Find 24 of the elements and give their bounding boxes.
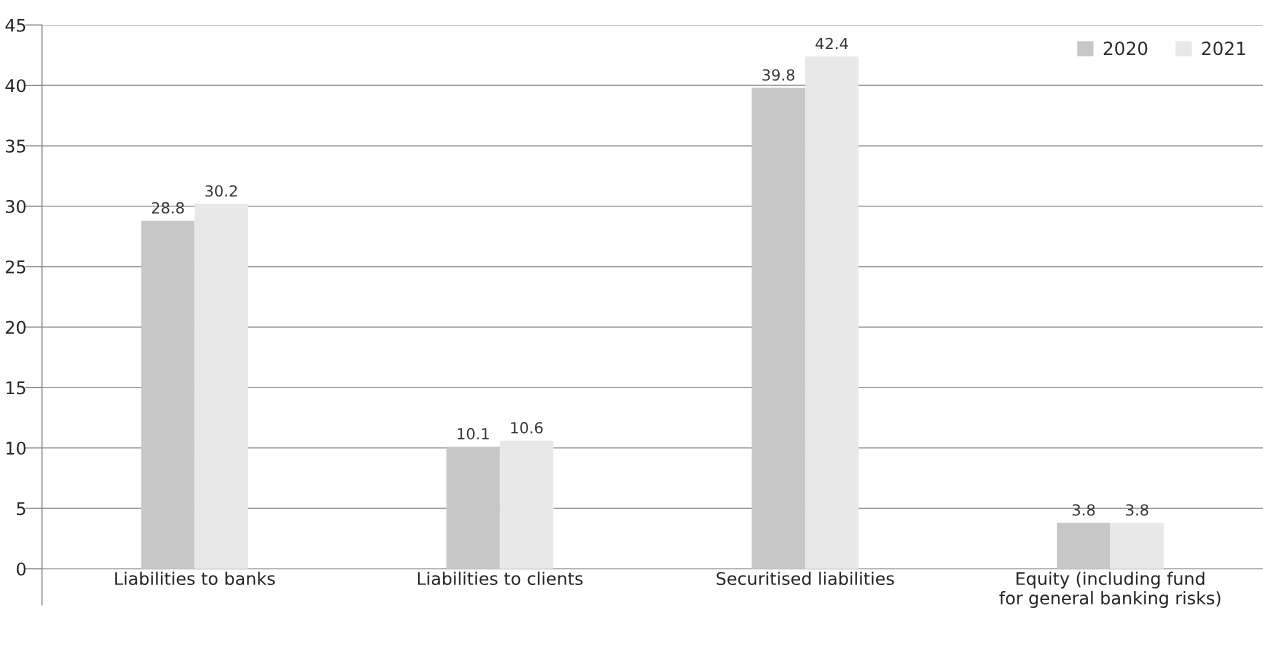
y-tick-label: 40 <box>5 79 26 93</box>
y-tick-label: 25 <box>5 260 26 274</box>
y-tick-label: 35 <box>5 139 26 153</box>
data-label: 42.4 <box>815 37 848 50</box>
y-tick-label: 30 <box>5 199 26 214</box>
y-tick-label: 0 <box>16 562 26 576</box>
x-tick-label: Securitised liabilities <box>716 571 894 586</box>
data-label: 39.8 <box>762 69 795 81</box>
y-tick-label: 10 <box>6 441 26 455</box>
data-label: 10.6 <box>511 421 543 434</box>
y-tick-label: 20 <box>5 320 26 334</box>
data-label: 10.1 <box>457 428 489 440</box>
data-label: 28.8 <box>152 202 184 214</box>
legend-label: 2021 <box>1202 41 1246 56</box>
y-tick-label: 5 <box>17 502 26 516</box>
data-label: 3.8 <box>1072 504 1095 516</box>
y-tick-label: 15 <box>6 381 26 395</box>
x-tick-label: Liabilities to banks <box>115 571 275 586</box>
y-tick-label: 45 <box>5 18 26 32</box>
data-label: 3.8 <box>1126 504 1149 516</box>
x-tick-label: Liabilities to clients <box>417 571 583 586</box>
legend-label: 2020 <box>1103 41 1148 56</box>
x-tick-label: Equity (including fund for general banking risks) <box>999 571 1221 608</box>
data-label: 30.2 <box>205 185 237 197</box>
